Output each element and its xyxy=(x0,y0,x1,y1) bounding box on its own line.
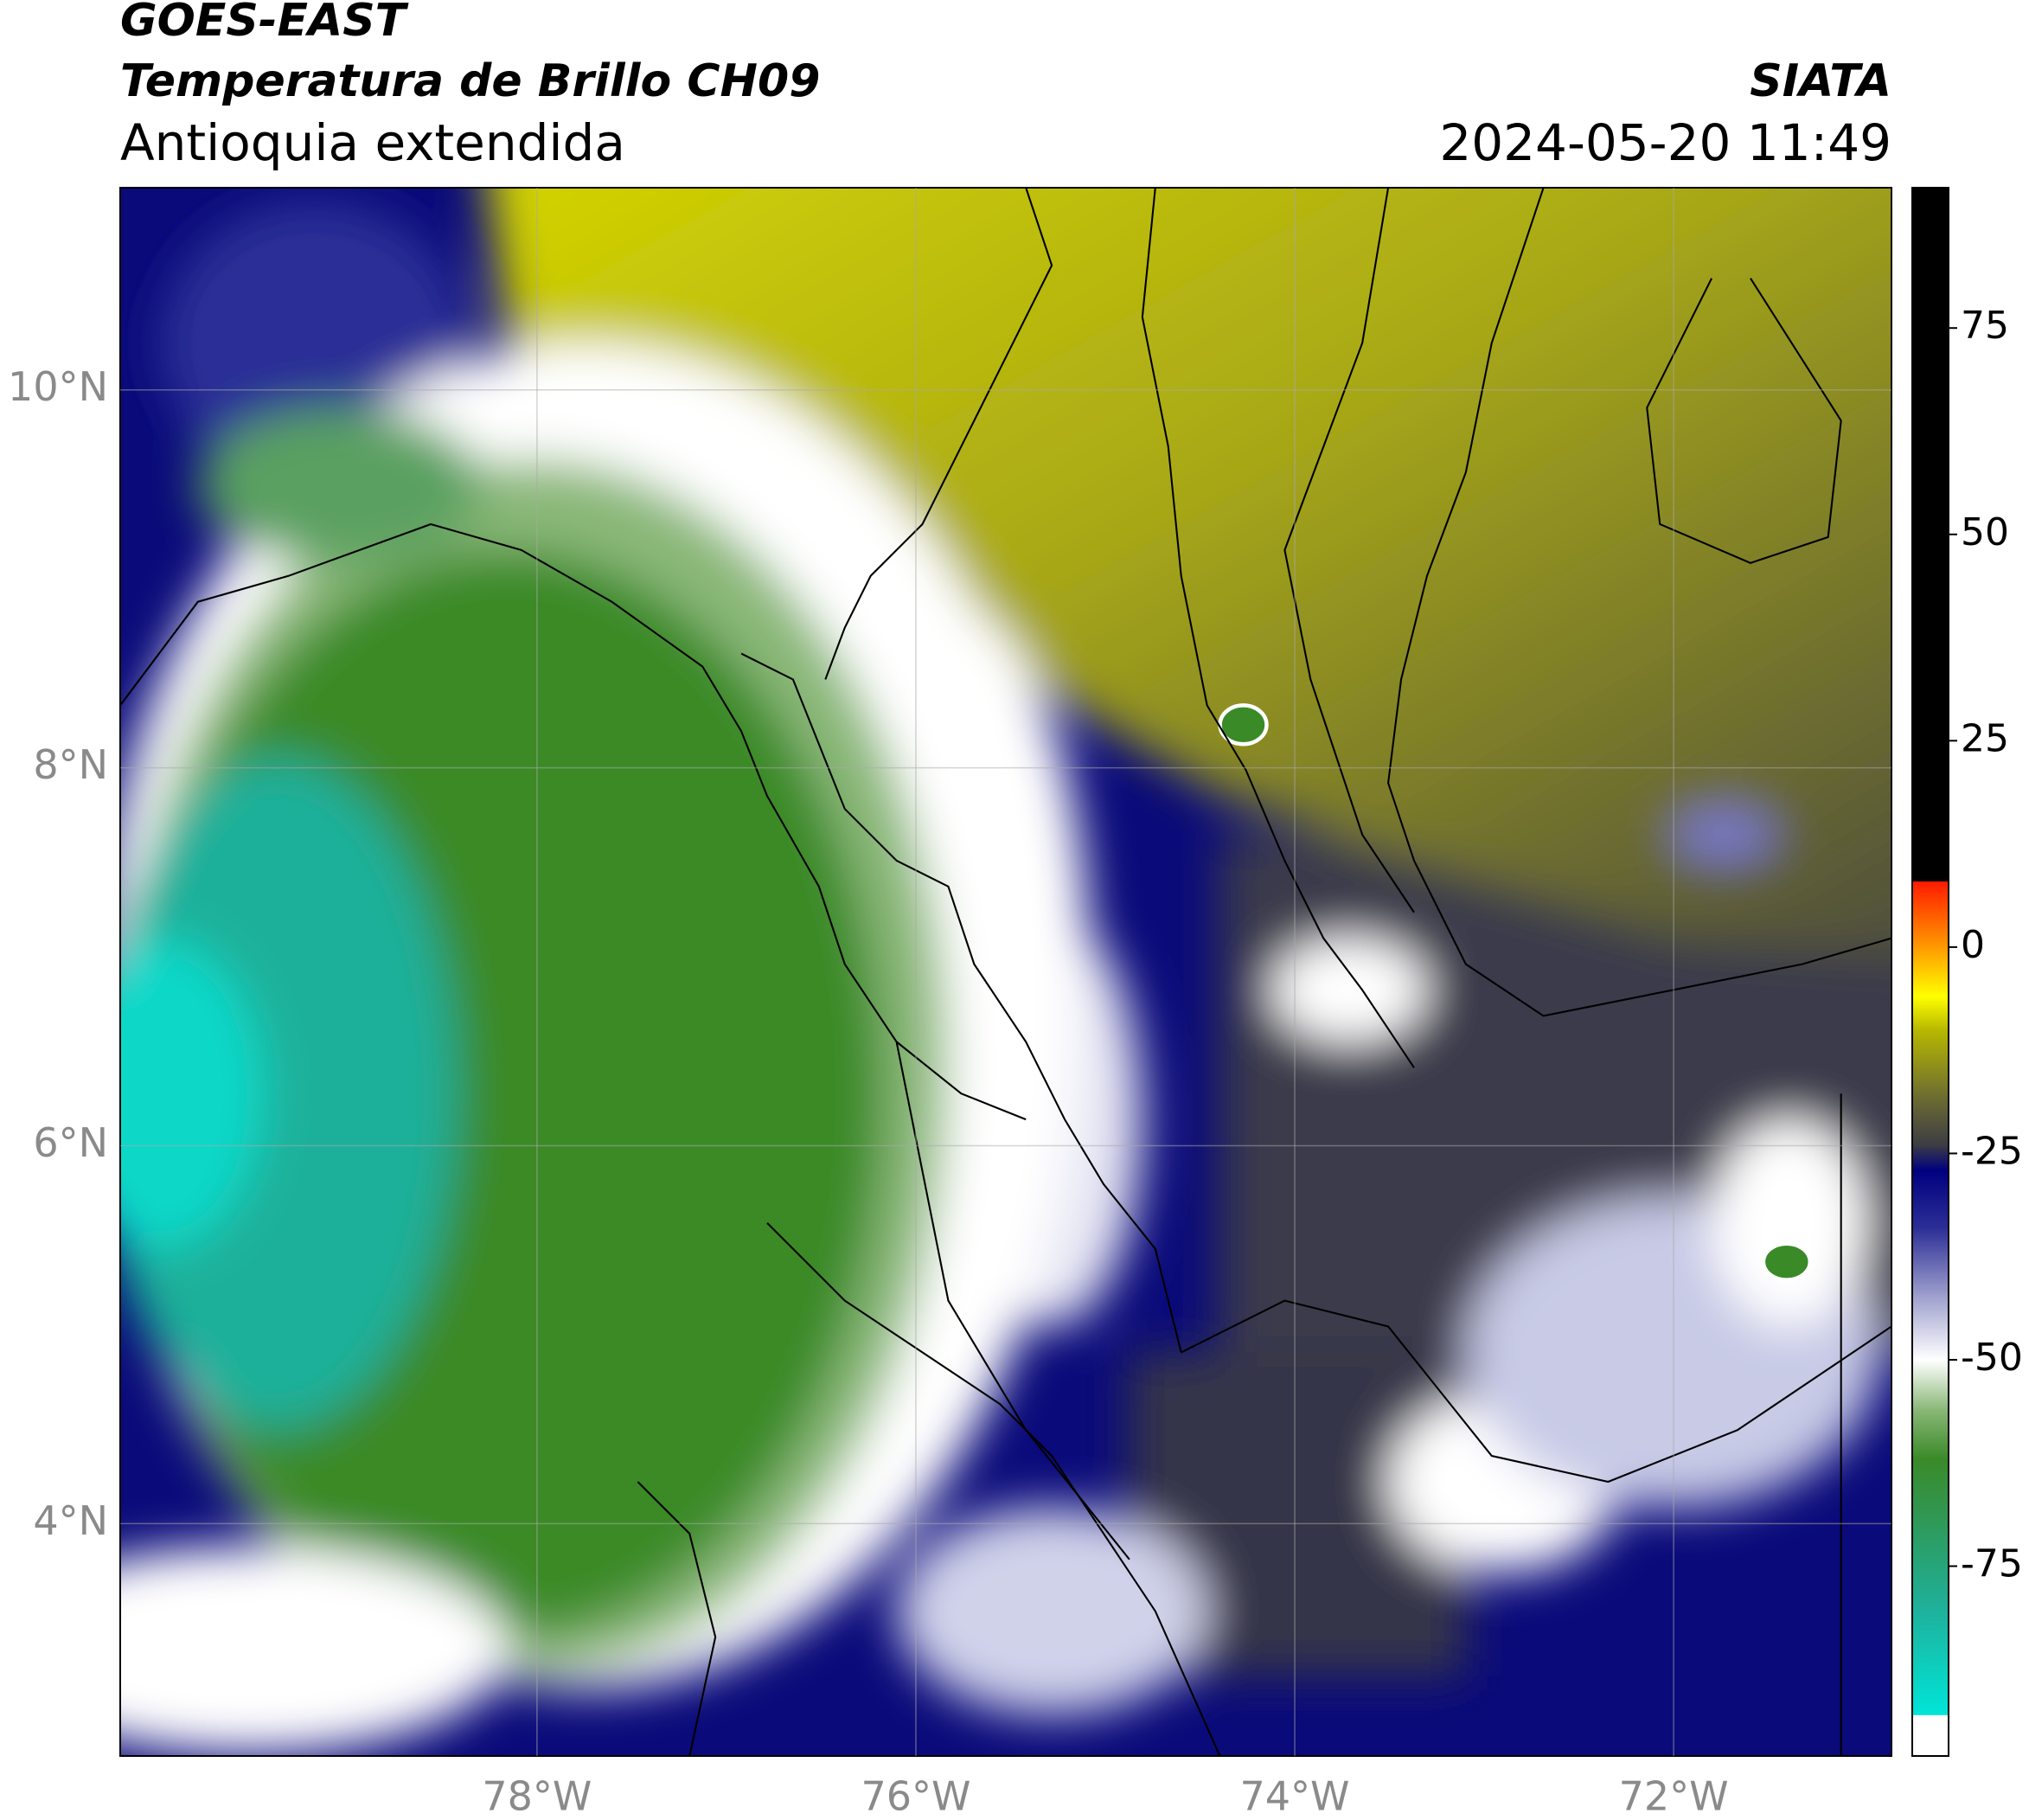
satellite-image xyxy=(120,188,1892,1757)
y-tick-label: 8°N xyxy=(33,741,108,788)
x-tick-label: 74°W xyxy=(1240,1773,1350,1817)
colorbar-tick-label: 0 xyxy=(1961,923,1985,967)
y-tick-label: 10°N xyxy=(8,363,108,410)
colorbar-segment xyxy=(1912,1227,1949,1295)
colorbar-tick-label: 50 xyxy=(1961,510,2009,554)
colorbar-tick-label: -25 xyxy=(1961,1129,2023,1173)
subtitle: Temperatura de Brillo CH09 xyxy=(120,55,820,107)
region: Antioquia extendida xyxy=(120,113,625,172)
colorbar-segment xyxy=(1912,1458,1949,1526)
colorbar-segment xyxy=(1912,1714,1949,1757)
x-tick-label: 78°W xyxy=(482,1773,592,1817)
colorbar-segment xyxy=(1912,1359,1949,1410)
colorbar-tick-label: 75 xyxy=(1961,304,2009,348)
colorbar-segment xyxy=(1912,1607,1949,1715)
colorbar-segment xyxy=(1912,946,1949,997)
colorbar-segment xyxy=(1912,1095,1949,1146)
colorbar-segment xyxy=(1912,997,1949,1030)
colorbar-segment xyxy=(1912,1170,1949,1228)
colorbar-segment xyxy=(1912,188,1949,882)
colorbar-segment xyxy=(1912,881,1949,948)
title: GOES-EAST xyxy=(120,0,409,47)
colorbar-segment xyxy=(1912,1293,1949,1361)
colorbar-segment xyxy=(1912,1409,1949,1459)
x-tick-label: 72°W xyxy=(1619,1773,1729,1817)
y-tick-label: 6°N xyxy=(33,1119,108,1166)
x-tick-label: 76°W xyxy=(861,1773,970,1817)
source: SIATA xyxy=(1750,55,1891,107)
colorbar-segment xyxy=(1912,1144,1949,1171)
colorbar-segment xyxy=(1912,1029,1949,1097)
map-frame xyxy=(119,187,1892,1757)
colorbar-segment xyxy=(1912,1524,1949,1608)
colorbar-frame xyxy=(1911,187,1949,1757)
y-tick-label: 4°N xyxy=(33,1497,108,1544)
timestamp: 2024-05-20 11:49 xyxy=(1439,113,1891,172)
colorbar-tick-label: -75 xyxy=(1961,1542,2023,1586)
colorbar-tick-label: 25 xyxy=(1961,716,2009,760)
colorbar-tick-label: -50 xyxy=(1961,1336,2023,1380)
